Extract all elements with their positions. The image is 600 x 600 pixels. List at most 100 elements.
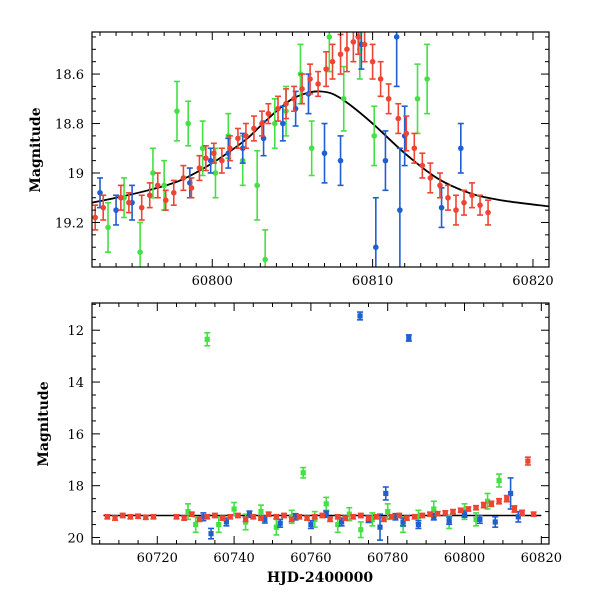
data-marker xyxy=(504,496,510,502)
data-marker xyxy=(321,150,328,157)
blue-data-point xyxy=(208,527,215,540)
red-data-point xyxy=(350,513,357,520)
blue-data-point xyxy=(382,486,389,501)
data-marker xyxy=(173,514,180,520)
data-marker xyxy=(97,189,103,196)
data-marker xyxy=(373,514,379,520)
red-data-point xyxy=(396,512,403,519)
data-marker xyxy=(419,512,425,519)
green-data-point xyxy=(369,512,376,527)
red-data-point xyxy=(265,511,272,518)
data-marker xyxy=(395,115,402,122)
red-data-point xyxy=(477,194,484,216)
data-marker xyxy=(424,76,430,82)
data-marker xyxy=(350,514,356,520)
data-marker xyxy=(262,516,268,522)
blue-data-point xyxy=(405,334,412,342)
data-marker xyxy=(312,514,318,520)
blue-data-point xyxy=(457,122,464,174)
red-data-point xyxy=(329,43,336,80)
data-marker xyxy=(461,199,467,206)
data-marker xyxy=(381,516,387,522)
blue-data-point xyxy=(438,187,445,229)
red-data-point xyxy=(265,102,272,125)
data-marker xyxy=(369,58,376,65)
top-plot-frame xyxy=(91,31,550,268)
blue-data-point xyxy=(357,311,364,321)
red-data-point xyxy=(357,512,364,519)
red-data-point xyxy=(218,147,225,174)
data-marker xyxy=(404,515,410,521)
red-data-point xyxy=(311,513,318,520)
red-data-point xyxy=(307,63,314,95)
red-data-point xyxy=(395,102,402,135)
data-marker xyxy=(196,165,203,171)
red-data-point xyxy=(319,512,326,519)
data-marker xyxy=(216,521,222,528)
data-marker xyxy=(323,501,329,507)
blue-data-point xyxy=(382,130,389,192)
x-tick-label: 60780 xyxy=(367,551,408,566)
red-data-point xyxy=(480,501,487,509)
data-marker xyxy=(281,512,287,519)
data-marker xyxy=(289,516,295,522)
red-data-point xyxy=(173,513,180,520)
red-data-point xyxy=(226,135,233,162)
red-data-point xyxy=(234,127,241,150)
red-data-point xyxy=(373,513,380,520)
data-marker xyxy=(246,511,253,517)
red-data-point xyxy=(188,511,195,518)
full-light-curve-panel: 60720 60740 60760 60780 60800 60820 12 14 16 18 20… xyxy=(36,302,562,586)
green-data-point xyxy=(414,63,421,135)
data-marker xyxy=(326,34,333,40)
data-marker xyxy=(260,135,267,142)
data-marker xyxy=(484,498,491,504)
red-data-point xyxy=(365,515,372,521)
data-marker xyxy=(525,458,531,464)
data-marker xyxy=(212,512,218,519)
red-data-point xyxy=(162,189,169,211)
data-marker xyxy=(193,521,199,528)
blue-data-point xyxy=(113,194,120,226)
data-marker xyxy=(337,51,344,58)
data-marker xyxy=(120,512,126,519)
blue-data-point xyxy=(476,514,483,525)
data-marker xyxy=(323,66,329,72)
data-marker xyxy=(415,521,422,528)
red-data-point xyxy=(327,516,334,523)
y-tick-label: 19.2 xyxy=(55,216,84,231)
data-marker xyxy=(515,514,521,520)
red-data-point xyxy=(380,516,387,523)
red-data-point xyxy=(210,142,217,164)
data-marker xyxy=(346,511,352,517)
data-marker xyxy=(212,170,219,176)
data-marker xyxy=(496,498,502,504)
red-data-point xyxy=(304,515,311,521)
data-marker xyxy=(323,511,329,517)
data-marker xyxy=(204,336,210,342)
data-marker xyxy=(239,145,246,152)
red-data-point xyxy=(250,513,257,520)
data-marker xyxy=(427,175,434,181)
data-marker xyxy=(458,507,464,513)
x-tick-label: 60800 xyxy=(444,551,485,566)
x-tick-label: 60740 xyxy=(213,551,254,566)
x-tick-label: 60760 xyxy=(290,551,331,566)
data-marker xyxy=(453,207,459,213)
red-data-point xyxy=(125,191,132,214)
data-marker xyxy=(299,86,305,92)
data-marker xyxy=(385,95,392,102)
red-data-point xyxy=(146,182,153,209)
green-data-point xyxy=(308,120,315,177)
data-marker xyxy=(219,515,226,521)
red-data-point xyxy=(511,505,518,513)
red-data-point xyxy=(258,110,265,137)
red-data-point xyxy=(242,122,249,150)
data-marker xyxy=(382,157,389,164)
data-marker xyxy=(385,509,391,515)
data-marker xyxy=(329,58,336,65)
data-marker xyxy=(400,519,406,525)
top-tick-labels: 60800 60810 60820 18.6 18.8 19 19.2 xyxy=(55,68,554,289)
data-marker xyxy=(371,133,378,139)
data-marker xyxy=(219,157,225,164)
